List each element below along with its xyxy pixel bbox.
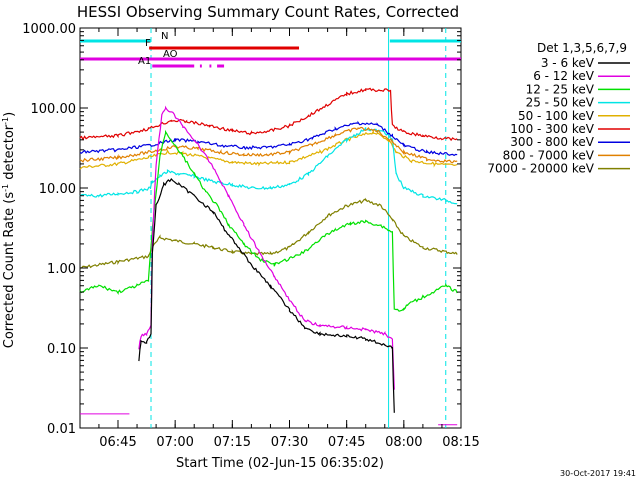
footer-timestamp: 30-Oct-2017 19:41 (560, 469, 636, 478)
flag-label-a1: A1 (138, 56, 151, 67)
y-tick-label: 0.10 (47, 342, 76, 357)
y-tick-label: 1000.00 (22, 22, 76, 37)
flag-bars: NF AO A1 (80, 31, 461, 426)
y-tick-label: 0.01 (47, 422, 76, 437)
legend-label: 12 - 25 keV (526, 82, 595, 96)
legend-label: 50 - 100 keV (518, 109, 595, 123)
series-line-8 (79, 197, 458, 269)
y-axis-ticks: 1000.00 100.00 10.00 1.00 0.10 0.01 (22, 22, 461, 437)
y-axis-label-mid: detector (2, 124, 17, 184)
legend-label: 800 - 7000 keV (503, 148, 595, 162)
series-line-3 (79, 127, 458, 205)
series-lines (79, 87, 458, 413)
x-tick-label: 08:15 (442, 435, 479, 450)
y-axis-label-main: Corrected Count Rate (s (2, 192, 17, 349)
legend-label: 6 - 12 keV (533, 69, 595, 83)
plot-frame (79, 27, 462, 429)
y-tick-label: 10.00 (39, 182, 76, 197)
series-line-0 (138, 178, 395, 413)
x-tick-label: 07:45 (328, 435, 365, 450)
legend-label: 3 - 6 keV (541, 56, 595, 70)
flag-label-ao: AO (163, 49, 178, 60)
legend-label: 100 - 300 keV (510, 122, 594, 136)
chart-title: HESSI Observing Summary Count Rates, Cor… (77, 3, 459, 21)
y-tick-label: 100.00 (31, 102, 77, 117)
legend-label: 300 - 800 keV (510, 135, 594, 149)
legend-label: 25 - 50 keV (526, 96, 595, 110)
x-axis-ticks: 06:45 07:00 07:15 07:30 07:45 08:00 08:15 (98, 28, 480, 450)
series-line-5 (79, 87, 458, 142)
plot-area: NF AO A1 (79, 27, 462, 429)
x-tick-label: 07:15 (214, 435, 251, 450)
x-tick-label: 08:00 (385, 435, 422, 450)
flag-label-n: N (161, 31, 168, 42)
vertical-markers (150, 28, 447, 428)
legend-label: 7000 - 20000 keV (487, 162, 594, 176)
x-tick-label: 07:00 (156, 435, 193, 450)
y-axis-label-exp1: -1 (1, 184, 10, 192)
flag-label-f: F (145, 38, 151, 49)
y-axis-label-close: ) (2, 112, 17, 117)
series-line-7 (79, 126, 458, 164)
x-axis-label: Start Time (02-Jun-15 06:35:02) (176, 456, 384, 471)
series-line-4 (79, 129, 458, 170)
y-axis-label-exp2: -1 (1, 117, 10, 125)
series-line-1 (138, 105, 395, 390)
x-tick-label: 07:30 (271, 435, 308, 450)
y-axis-label: Corrected Count Rate (s-1 detector-1) (1, 112, 17, 348)
y-tick-label: 1.00 (47, 262, 76, 277)
legend-title: Det 1,3,5,6,7,9 (537, 41, 627, 55)
x-tick-label: 06:45 (99, 435, 136, 450)
series-line-6 (79, 120, 458, 157)
